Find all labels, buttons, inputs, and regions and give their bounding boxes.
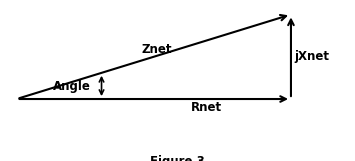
Text: Figure 3: Figure 3 [150, 155, 205, 161]
Text: Angle: Angle [53, 80, 91, 93]
Text: Znet: Znet [142, 43, 172, 56]
Text: Rnet: Rnet [191, 101, 222, 114]
Text: jXnet: jXnet [295, 50, 330, 63]
